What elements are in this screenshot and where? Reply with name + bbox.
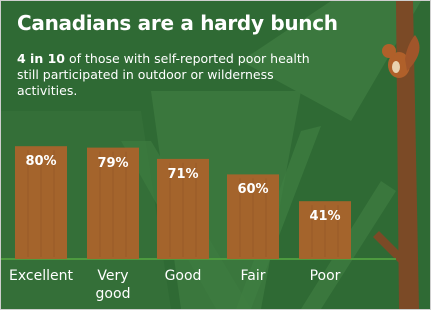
- subtitle: 4 in 10 of those with self-reported poor…: [17, 51, 317, 99]
- squirrel-belly: [392, 61, 400, 73]
- subtitle-highlight: 4 in 10: [17, 51, 65, 66]
- value-label: 80%: [11, 154, 71, 169]
- value-label: 60%: [223, 182, 283, 197]
- value-label: 71%: [153, 167, 213, 182]
- value-label: 41%: [295, 209, 355, 224]
- chart-title: Canadians are a hardy bunch: [17, 11, 338, 35]
- x-tick-label: Good: [160, 267, 206, 285]
- x-tick-label: Very good: [90, 267, 136, 303]
- squirrel: [382, 44, 396, 58]
- x-tick-label: Excellent: [18, 267, 64, 285]
- x-tick-label: Fair: [230, 267, 276, 285]
- infographic: Canadians are a hardy bunch 4 in 10 of t…: [0, 0, 431, 310]
- value-label: 79%: [83, 156, 143, 171]
- x-tick-label: Poor: [302, 267, 348, 285]
